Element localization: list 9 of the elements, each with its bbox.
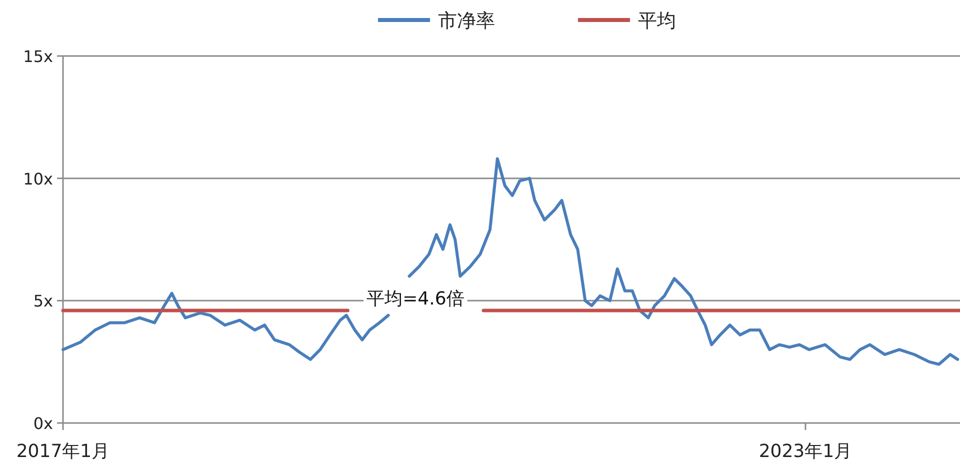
y-tick-label: 15x — [23, 47, 53, 66]
annotation: 平均=4.6倍 — [366, 288, 464, 310]
legend-label: 平均 — [638, 10, 676, 32]
x-tick-label: 2017年1月 — [16, 441, 110, 462]
y-tick-label: 5x — [33, 292, 53, 311]
y-tick-label: 0x — [33, 414, 53, 433]
y-tick-label: 10x — [23, 169, 53, 188]
legend-label: 市净率 — [438, 10, 495, 32]
x-tick-label: 2023年1月 — [758, 441, 852, 462]
